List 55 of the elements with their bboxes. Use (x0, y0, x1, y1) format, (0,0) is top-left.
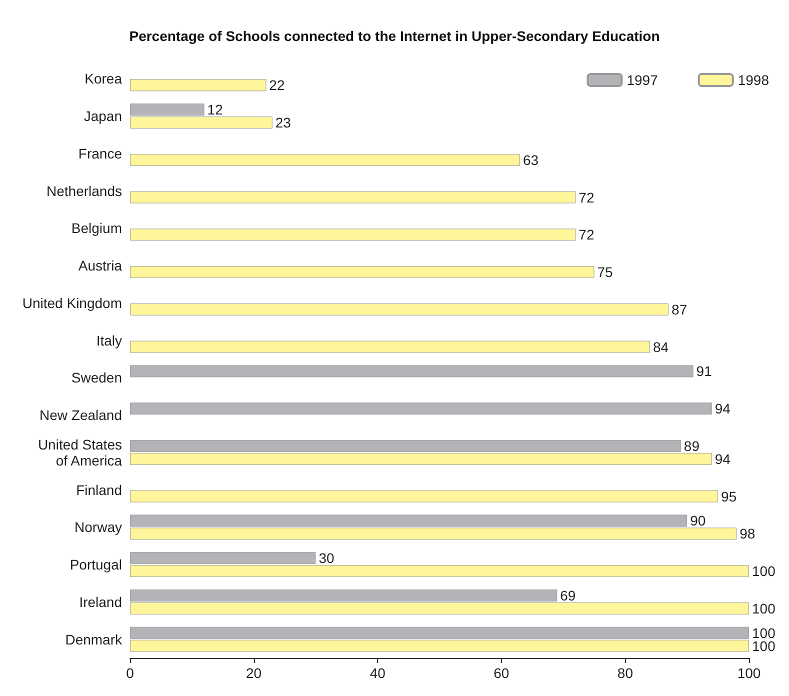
data-label: 100 (752, 600, 776, 616)
data-label: 75 (597, 264, 614, 280)
x-tick-label: 100 (737, 665, 761, 681)
legend-label: 1997 (626, 72, 658, 88)
y-tick-label: Belgium (71, 220, 122, 236)
y-tick-label: Japan (84, 108, 122, 124)
y-tick-label: Ireland (79, 594, 122, 610)
data-label: 22 (269, 77, 285, 94)
bar (130, 228, 576, 241)
data-label: 90 (690, 512, 706, 529)
data-label: 84 (652, 338, 669, 355)
y-tick-label: Denmark (65, 631, 123, 648)
y-tick-label: France (78, 145, 122, 162)
y-tick-label: New Zealand (40, 407, 122, 424)
bar (130, 402, 712, 415)
y-tick-label: Norway (74, 519, 122, 536)
bar (130, 154, 520, 166)
y-tick-label: Korea (84, 70, 122, 87)
data-label: 69 (560, 587, 576, 604)
x-tick-label: 80 (617, 665, 634, 681)
data-label: 95 (721, 488, 737, 504)
bar (130, 191, 576, 204)
y-tick-label: United States of America (38, 436, 122, 468)
data-label: 12 (207, 102, 224, 118)
data-label: 94 (714, 400, 731, 417)
bar (130, 365, 694, 378)
data-label: 72 (578, 189, 594, 206)
bar (130, 266, 594, 278)
data-label: 23 (275, 114, 292, 131)
data-label: 98 (740, 526, 756, 542)
y-tick-label: Sweden (71, 370, 122, 386)
y-tick-label: Austria (78, 258, 122, 274)
data-label: 94 (714, 450, 731, 467)
data-label: 100 (752, 563, 776, 580)
bar (130, 340, 650, 353)
data-label: 87 (672, 301, 688, 318)
x-tick-label: 60 (494, 665, 510, 681)
y-tick-label: United Kingdom (22, 294, 122, 311)
data-label: 72 (578, 226, 594, 243)
bar (130, 490, 718, 502)
y-tick-label: Italy (96, 332, 122, 348)
bar (130, 303, 669, 316)
bar (130, 79, 266, 92)
data-label: 89 (684, 438, 700, 454)
data-label: 91 (696, 363, 712, 380)
chart-title: Percentage of Schools connected to the Internet in Upper-Secondary Education (129, 28, 660, 44)
y-tick-label: Netherlands (46, 182, 122, 199)
x-tick-label: 40 (370, 665, 386, 681)
data-label: 30 (318, 550, 334, 566)
legend-label: 1998 (738, 72, 770, 88)
y-tick-label: Portugal (70, 556, 122, 573)
y-tick-label: Finland (76, 482, 122, 498)
x-tick-label: 0 (126, 665, 134, 681)
x-tick-label: 20 (246, 665, 262, 681)
data-label: 63 (522, 152, 539, 168)
